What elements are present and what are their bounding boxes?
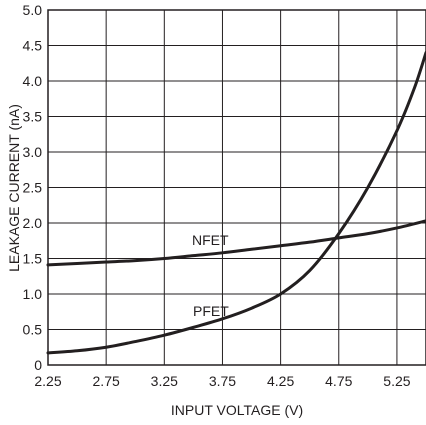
x-tick-label: 3.25	[151, 373, 178, 389]
y-tick-label: 3.0	[23, 144, 43, 160]
x-tick-labels: 2.25 2.75 3.25 3.75 4.25 4.75 5.25	[34, 373, 410, 389]
series-line-nfet	[46, 219, 426, 267]
y-tick-label: 2.0	[23, 215, 43, 231]
x-tick-label: 5.25	[383, 373, 410, 389]
x-tick-label: 4.75	[325, 373, 352, 389]
grid-lines	[48, 10, 426, 365]
pfet-label: PFET	[193, 303, 229, 319]
nfet-label: NFET	[192, 232, 229, 248]
y-tick-label: 3.5	[23, 109, 43, 125]
y-tick-label: 5.0	[23, 2, 43, 18]
x-tick-label: 4.25	[267, 373, 294, 389]
y-axis-title: LEAKAGE CURRENT (nA)	[6, 104, 22, 272]
x-tick-label: 3.75	[209, 373, 236, 389]
curves	[46, 51, 426, 355]
y-tick-label: 0.5	[23, 322, 43, 338]
y-tick-label: 4.0	[23, 73, 43, 89]
y-tick-label: 4.5	[23, 38, 43, 54]
y-tick-label: 1.0	[23, 286, 43, 302]
series-line-pfet	[46, 51, 426, 355]
y-tick-label: 1.5	[23, 251, 43, 267]
y-tick-label: 0	[34, 357, 42, 373]
x-axis-title: INPUT VOLTAGE (V)	[171, 402, 303, 418]
plot-frame	[47, 9, 426, 366]
y-tick-labels: 0 0.5 1.0 1.5 2.0 2.5 3.0 3.5 4.0 4.5 5.0	[23, 2, 43, 373]
x-tick-label: 2.25	[34, 373, 61, 389]
y-tick-label: 2.5	[23, 180, 43, 196]
x-tick-label: 2.75	[93, 373, 120, 389]
